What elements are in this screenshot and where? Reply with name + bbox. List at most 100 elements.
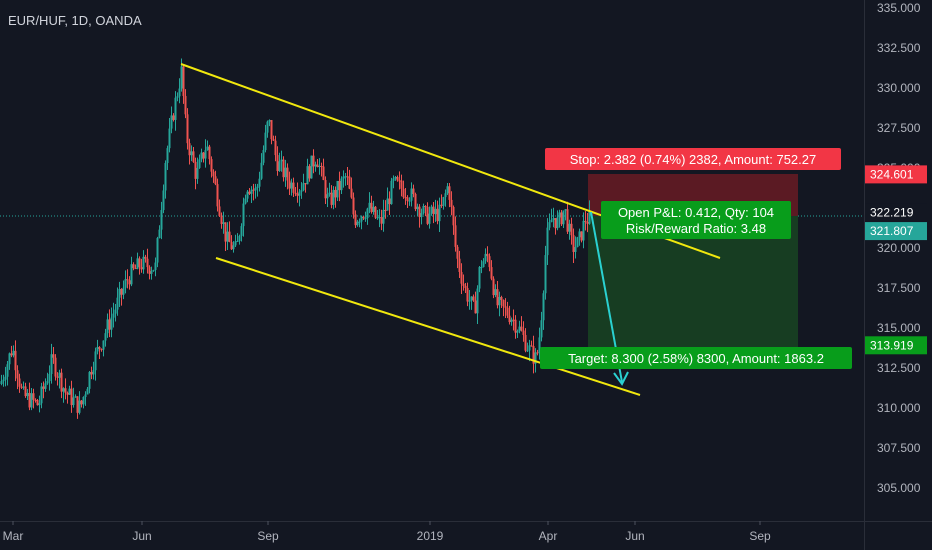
candle-body	[100, 349, 103, 351]
candle-body	[296, 193, 299, 196]
candle-body	[472, 296, 475, 301]
candle-body	[324, 180, 327, 199]
candle-body	[386, 198, 389, 211]
candle-body	[538, 337, 541, 353]
candle-body	[298, 191, 301, 196]
candle-body	[494, 289, 497, 296]
candle-body	[6, 364, 9, 377]
candle-body	[454, 225, 457, 247]
candle-body	[248, 191, 251, 194]
candle-body	[246, 191, 249, 199]
candle-body	[304, 183, 307, 185]
candle-body	[574, 246, 577, 252]
candle-body	[146, 258, 149, 268]
candle-body	[498, 297, 501, 306]
candle-body	[524, 334, 527, 351]
candle-body	[108, 319, 111, 330]
candle-body	[152, 270, 155, 272]
symbol-title: EUR/HUF, 1D, OANDA	[8, 13, 142, 28]
candle-body	[528, 345, 531, 351]
candle-body	[188, 143, 191, 156]
time-tick-label: Mar	[3, 529, 24, 543]
candle-body	[320, 165, 323, 167]
stop-label-box[interactable]	[545, 148, 841, 170]
candle-body	[406, 197, 409, 202]
candle-body	[154, 262, 157, 271]
price-tag-box	[865, 336, 927, 355]
candle-body	[218, 206, 221, 216]
candle-body	[346, 176, 349, 178]
candle-body	[444, 193, 447, 198]
candle-body	[198, 159, 201, 168]
candle-body	[532, 346, 535, 364]
candle-body	[204, 150, 207, 159]
price-tick-label: 335.000	[877, 1, 921, 15]
candle-body	[174, 97, 177, 120]
candle-body	[318, 165, 321, 168]
candle-body	[4, 376, 7, 380]
candle-body	[450, 199, 453, 207]
candle-body	[150, 271, 153, 274]
candle-body	[588, 211, 591, 224]
candle-body	[564, 209, 567, 211]
candle-body	[510, 319, 513, 323]
price-tag-label: 324.601	[870, 167, 914, 181]
candle-body	[224, 222, 227, 242]
candle-body	[392, 178, 395, 181]
candle-body	[110, 317, 113, 330]
candle-body	[442, 197, 445, 206]
candle-body	[390, 180, 393, 205]
candle-body	[32, 393, 35, 400]
candle-body	[534, 352, 537, 364]
target-label-box[interactable]	[540, 347, 852, 369]
candle-body	[50, 354, 53, 375]
candle-body	[414, 193, 417, 210]
candle-body	[438, 204, 441, 222]
candle-body	[408, 200, 411, 202]
candle-body	[56, 376, 59, 378]
candle-body	[550, 219, 553, 223]
candle-body	[38, 403, 41, 406]
candle-body	[96, 347, 99, 352]
candle-body	[144, 256, 147, 259]
candle-body	[276, 155, 279, 171]
candle-body	[112, 313, 115, 318]
candle-body	[380, 217, 383, 224]
candle-body	[216, 184, 219, 207]
candle-body	[418, 206, 421, 218]
candle-body	[200, 152, 203, 160]
candle-body	[484, 253, 487, 262]
candle-body	[220, 215, 223, 224]
candle-body	[138, 258, 141, 268]
price-tag-box	[865, 203, 927, 222]
candle-body	[226, 231, 229, 242]
candle-body	[256, 186, 259, 188]
lower-channel-line[interactable]	[215, 257, 641, 396]
candle-body	[340, 178, 343, 191]
candle-body	[580, 231, 583, 241]
candle-body	[278, 161, 281, 171]
candle-body	[128, 280, 131, 285]
target-label: Target: 8.300 (2.58%) 8300, Amount: 1863…	[568, 351, 824, 366]
time-axis[interactable]: Mar Jun Sep 2019 Apr Jun Sep	[3, 521, 771, 543]
candle-body	[228, 231, 231, 243]
candle-body	[122, 287, 125, 295]
candle-body	[322, 166, 325, 181]
candle-body	[82, 397, 85, 405]
candle-body	[388, 198, 391, 205]
candle-body	[274, 140, 277, 156]
candle-body	[14, 350, 17, 371]
price-tick-label: 327.500	[877, 121, 921, 135]
risk-reward-label: Risk/Reward Ratio: 3.48	[626, 221, 766, 236]
candle-body	[456, 246, 459, 259]
candle-body	[10, 353, 13, 356]
candle-body	[372, 206, 375, 212]
candle-body	[460, 271, 463, 284]
candle-body	[374, 206, 377, 218]
candle-body	[526, 350, 529, 352]
position-info-box[interactable]	[601, 201, 791, 239]
price-tick-label: 332.500	[877, 41, 921, 55]
candle-body	[268, 120, 271, 122]
candle-body	[514, 319, 517, 333]
